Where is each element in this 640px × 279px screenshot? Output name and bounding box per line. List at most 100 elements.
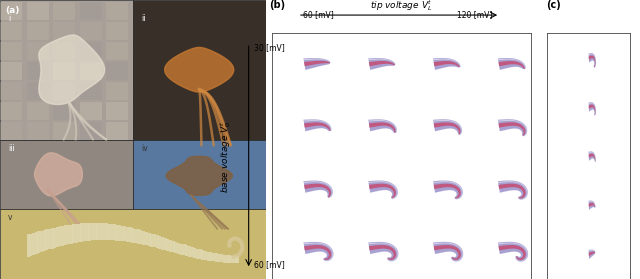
Bar — [0, 22, 22, 40]
Bar — [80, 122, 102, 140]
Polygon shape — [434, 61, 460, 67]
Bar — [106, 102, 129, 120]
Bar — [35, 232, 38, 254]
Bar — [185, 245, 188, 256]
Bar — [121, 226, 124, 241]
Bar — [80, 102, 102, 120]
Bar — [91, 223, 94, 240]
Bar — [133, 62, 155, 80]
Bar — [0, 102, 22, 120]
Polygon shape — [303, 119, 332, 131]
Bar — [218, 254, 220, 262]
Bar — [0, 62, 22, 80]
Bar — [115, 225, 118, 240]
Bar — [29, 234, 32, 256]
Polygon shape — [589, 54, 596, 68]
Bar — [0, 122, 22, 140]
Bar — [61, 226, 65, 246]
Polygon shape — [369, 61, 395, 66]
Bar — [212, 253, 215, 261]
Bar — [99, 223, 102, 240]
Bar — [161, 237, 164, 249]
Bar — [53, 82, 76, 100]
Bar — [166, 239, 170, 251]
Bar — [196, 249, 199, 259]
Bar — [72, 224, 76, 243]
Bar — [27, 62, 49, 80]
Bar — [27, 234, 29, 257]
Polygon shape — [303, 181, 333, 198]
Polygon shape — [498, 119, 527, 136]
Text: base voltage $\boldsymbol{V_0^t}$: base voltage $\boldsymbol{V_0^t}$ — [218, 120, 233, 193]
Text: (a): (a) — [5, 6, 20, 15]
Bar — [126, 227, 129, 242]
Polygon shape — [498, 181, 528, 199]
Polygon shape — [498, 181, 527, 199]
Bar — [177, 243, 180, 254]
Polygon shape — [368, 58, 396, 70]
Bar — [81, 223, 83, 242]
Polygon shape — [589, 152, 596, 162]
Bar — [27, 22, 49, 40]
Bar — [53, 22, 76, 40]
Bar — [0, 209, 266, 279]
Polygon shape — [433, 59, 460, 67]
Bar — [182, 244, 186, 255]
Polygon shape — [369, 184, 396, 198]
Bar — [131, 228, 134, 243]
Bar — [106, 122, 129, 140]
Polygon shape — [303, 242, 333, 261]
Bar — [104, 223, 108, 240]
Bar — [27, 3, 49, 20]
Bar — [133, 0, 266, 140]
Bar — [0, 140, 133, 209]
Polygon shape — [164, 47, 234, 92]
Polygon shape — [166, 156, 232, 195]
Text: 60 [mV]: 60 [mV] — [303, 11, 334, 20]
Text: (c): (c) — [547, 0, 561, 10]
Bar — [108, 224, 110, 240]
Polygon shape — [498, 242, 527, 261]
Bar — [133, 140, 266, 209]
Polygon shape — [589, 53, 596, 68]
Bar — [53, 122, 76, 140]
Bar — [27, 122, 49, 140]
Polygon shape — [369, 245, 396, 260]
Polygon shape — [589, 250, 595, 252]
Bar — [106, 22, 129, 40]
Bar — [169, 240, 172, 252]
Bar — [94, 223, 97, 240]
Bar — [37, 232, 40, 253]
Polygon shape — [433, 181, 462, 199]
Bar — [156, 235, 159, 248]
Bar — [207, 251, 210, 261]
Polygon shape — [499, 122, 525, 136]
Text: ii: ii — [141, 14, 145, 23]
Bar — [106, 62, 129, 80]
Bar — [67, 225, 70, 244]
Bar — [118, 225, 121, 241]
Bar — [59, 226, 62, 246]
Polygon shape — [369, 181, 397, 198]
Bar — [32, 233, 35, 255]
Bar — [188, 246, 191, 257]
Bar — [150, 234, 153, 247]
Bar — [158, 236, 161, 249]
Bar — [56, 227, 59, 247]
Bar — [209, 252, 212, 261]
Polygon shape — [433, 58, 460, 70]
Bar — [234, 256, 237, 263]
Polygon shape — [589, 154, 595, 162]
Bar — [80, 82, 102, 100]
Bar — [97, 223, 99, 240]
Polygon shape — [589, 250, 595, 259]
Polygon shape — [434, 184, 461, 198]
Bar — [77, 223, 81, 242]
Polygon shape — [369, 120, 396, 133]
Bar — [133, 3, 155, 20]
Bar — [27, 102, 49, 120]
Bar — [106, 82, 129, 100]
Polygon shape — [499, 245, 526, 260]
Text: 60 [mV]: 60 [mV] — [254, 260, 285, 269]
Polygon shape — [589, 103, 596, 116]
